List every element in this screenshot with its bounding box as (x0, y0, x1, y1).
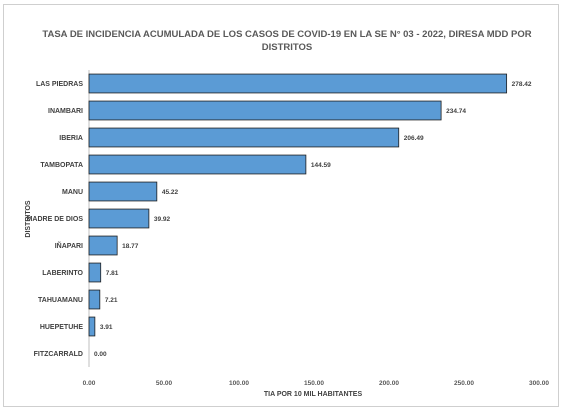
bar-inambari (88, 100, 442, 121)
value-label: 45.22 (162, 189, 179, 196)
value-label: 39.92 (154, 216, 171, 223)
bar-madre-de-dios (88, 208, 150, 229)
value-label: 7.81 (106, 270, 119, 277)
bar-las-piedras (88, 73, 508, 94)
x-axis-title: TIA POR 10 MIL HABITANTES (264, 391, 363, 398)
category-label: INAMBARI (48, 108, 83, 115)
category-label: TAHUAMANU (38, 297, 83, 304)
bar-manu (88, 181, 158, 202)
category-label: FITZCARRALD (34, 351, 83, 358)
x-tick-label: 150.00 (304, 380, 324, 387)
category-label: LAS PIEDRAS (36, 81, 83, 88)
bar-laberinto (88, 262, 102, 283)
value-label: 234.74 (446, 108, 466, 115)
value-label: 278.42 (512, 81, 532, 88)
bar-iberia (88, 127, 400, 148)
category-label: IÑAPARI (55, 241, 83, 250)
category-label: TAMBOPATA (40, 162, 83, 169)
category-label: MADRE DE DIOS (27, 216, 84, 223)
chart: TASA DE INCIDENCIA ACUMULADA DE LOS CASO… (25, 29, 549, 398)
plot-area: LAS PIEDRAS 278.42 INAMBARI 234.74 IBERIA 206… (27, 70, 549, 387)
x-tick-label: 0.00 (83, 380, 96, 387)
x-tick-label: 200.00 (379, 380, 399, 387)
value-label: 3.91 (100, 324, 113, 331)
y-axis-title: DISTRITOS (25, 200, 32, 238)
bar-huepetuhe (88, 316, 96, 337)
x-tick-label: 100.00 (229, 380, 249, 387)
value-label: 18.77 (122, 243, 139, 250)
value-label: 0.00 (94, 351, 107, 358)
chart-frame: TASA DE INCIDENCIA ACUMULADA DE LOS CASO… (3, 4, 559, 407)
category-label: HUEPETUHE (40, 324, 84, 331)
x-tick-label: 300.00 (529, 380, 549, 387)
category-label: IBERIA (59, 135, 83, 142)
chart-title-line-1: TASA DE INCIDENCIA ACUMULADA DE LOS CASO… (42, 29, 531, 40)
x-tick-label: 50.00 (156, 380, 173, 387)
x-tick-label: 250.00 (454, 380, 474, 387)
category-label: LABERINTO (42, 270, 83, 277)
chart-title-line-2: DISTRITOS (262, 42, 313, 53)
value-label: 206.49 (404, 135, 424, 142)
value-label: 144.59 (311, 162, 331, 169)
bar-iñapari (88, 235, 118, 256)
value-label: 7.21 (105, 297, 118, 304)
bar-tahuamanu (88, 289, 101, 310)
bar-tambopata (88, 154, 307, 175)
category-label: MANU (62, 189, 83, 196)
